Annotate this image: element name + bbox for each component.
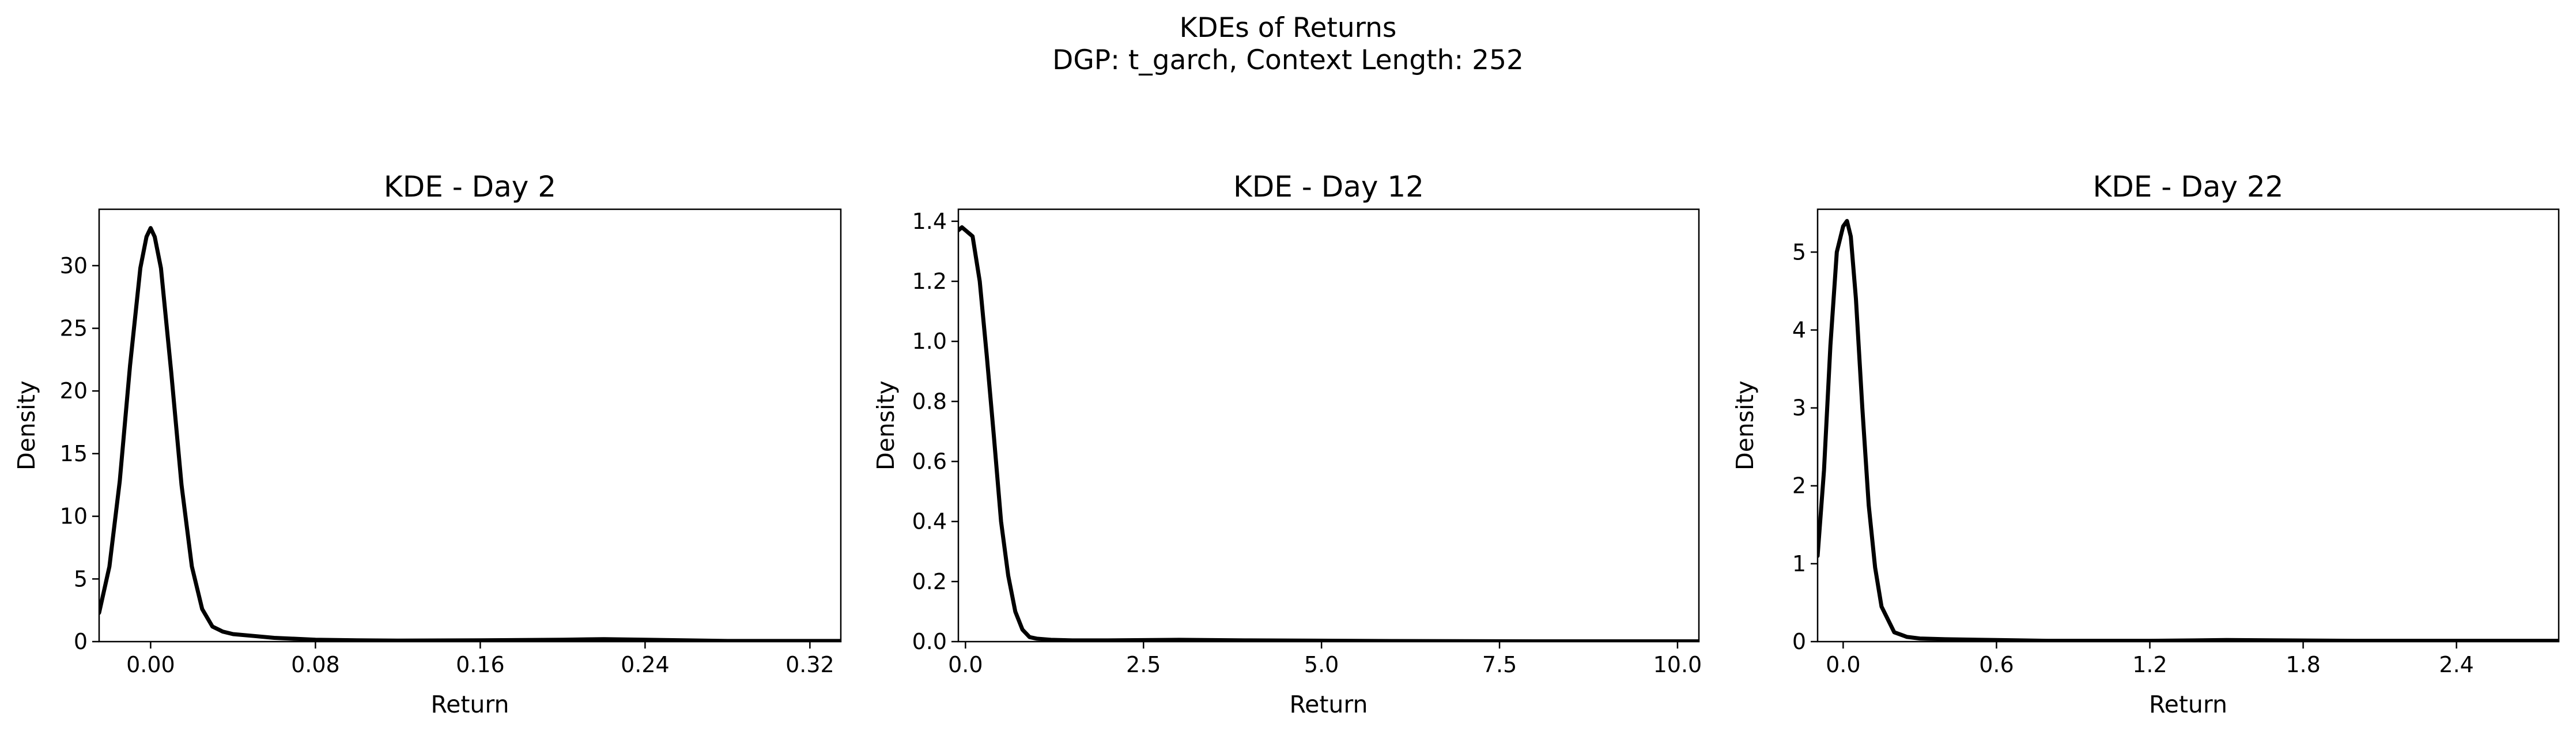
x-tick-label: 0.6 xyxy=(1979,652,2014,677)
x-tick-label: 7.5 xyxy=(1482,652,1517,677)
x-tick-label: 0.24 xyxy=(621,652,670,677)
y-tick-label: 20 xyxy=(60,378,88,404)
y-tick-label: 0.0 xyxy=(912,629,947,654)
y-tick-label: 15 xyxy=(60,441,88,466)
x-tick-label: 2.4 xyxy=(2439,652,2473,677)
x-tick-label: 1.8 xyxy=(2286,652,2320,677)
y-tick-label: 5 xyxy=(74,566,88,591)
x-tick-label: 10.0 xyxy=(1653,652,1702,677)
kde-line xyxy=(99,226,841,642)
y-tick-label: 3 xyxy=(1792,395,1806,421)
x-axis-label: Return xyxy=(430,691,509,718)
subplot-title: KDE - Day 22 xyxy=(2093,170,2284,203)
y-tick-label: 30 xyxy=(60,253,88,278)
y-tick-label: 0.8 xyxy=(912,389,947,414)
x-tick-label: 0.32 xyxy=(785,652,834,677)
x-tick-label: 5.0 xyxy=(1304,652,1339,677)
x-tick-label: 0.08 xyxy=(291,652,340,677)
x-axis-label: Return xyxy=(1289,691,1368,718)
axes-frame xyxy=(957,208,1700,643)
y-axis-label: Density xyxy=(13,380,40,470)
y-tick-label: 0 xyxy=(1792,629,1806,654)
y-tick-label: 0.2 xyxy=(912,569,947,594)
y-tick-label: 1.4 xyxy=(912,209,947,234)
x-tick-label: 1.2 xyxy=(2132,652,2167,677)
figure-title-line1: KDEs of Returns xyxy=(1180,12,1397,44)
x-tick-label: 0.16 xyxy=(456,652,505,677)
y-tick-label: 25 xyxy=(60,316,88,341)
y-tick-label: 1.2 xyxy=(912,269,947,294)
y-axis-label: Density xyxy=(872,380,900,470)
y-tick-label: 1 xyxy=(1792,551,1806,576)
x-tick-label: 0.0 xyxy=(948,652,983,677)
subplot-1: 0.00 0.08 0.16 0.24 0.32 0 5 10 15 20 25 30 KDE - Da… xyxy=(13,170,842,718)
x-tick-label: 2.5 xyxy=(1126,652,1161,677)
y-tick-label: 4 xyxy=(1792,317,1806,342)
y-tick-label: 0.6 xyxy=(912,449,947,474)
axes-frame xyxy=(98,208,842,643)
subplot-2: 0.0 2.5 5.0 7.5 10.0 0.0 0.2 0.4 0.6 0.8 1.0 1.2 1.4… xyxy=(872,170,1702,718)
figure-title-line2: DGP: t_garch, Context Length: 252 xyxy=(1052,44,1524,76)
x-tick-label: 0.00 xyxy=(126,652,175,677)
subplot-3: 0.0 0.6 1.2 1.8 2.4 0 1 2 3 4 5 KDE - Day 22 Return D… xyxy=(1731,170,2560,718)
y-tick-label: 1.0 xyxy=(912,329,947,354)
subplot-title: KDE - Day 2 xyxy=(384,170,556,203)
x-axis-label: Return xyxy=(2149,691,2227,718)
y-tick-label: 2 xyxy=(1792,473,1806,499)
kde-line xyxy=(958,225,1699,642)
x-tick-label: 0.0 xyxy=(1826,652,1860,677)
subplot-title: KDE - Day 12 xyxy=(1233,170,1424,203)
kde-line xyxy=(1818,218,2559,642)
y-axis-label: Density xyxy=(1731,380,1759,470)
y-tick-label: 5 xyxy=(1792,239,1806,265)
y-tick-label: 0.4 xyxy=(912,509,947,534)
y-tick-label: 0 xyxy=(74,629,88,654)
axes-frame xyxy=(1816,208,2560,643)
y-tick-label: 10 xyxy=(60,504,88,529)
